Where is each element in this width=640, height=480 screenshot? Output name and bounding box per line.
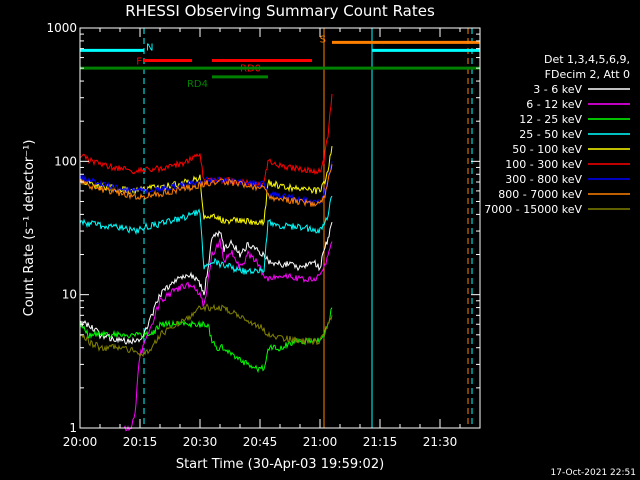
legend-label-7: 300 - 800 keV	[505, 173, 582, 186]
y-tick-label: 100	[54, 154, 77, 168]
y-axis-label: Count Rate (s⁻¹ detector⁻¹)	[22, 140, 37, 317]
flag-label: S	[320, 34, 326, 45]
x-tick-label: 20:00	[63, 435, 98, 449]
y-tick-label: 1000	[46, 21, 77, 35]
series-line-9	[79, 303, 333, 358]
flag-label: N	[146, 42, 153, 53]
flag-label: RD4	[187, 79, 208, 90]
legend-label-5: 50 - 100 keV	[512, 143, 582, 156]
series-line-6	[79, 93, 333, 188]
legend-label-4: 25 - 50 keV	[519, 128, 582, 141]
x-tick-label: 21:00	[303, 435, 338, 449]
legend-header-line-1: Det 1,3,4,5,6,9,	[544, 53, 630, 66]
x-tick-label: 21:30	[423, 435, 458, 449]
y-tick-label: 1	[69, 421, 77, 435]
legend-label-6: 100 - 300 keV	[505, 158, 582, 171]
plot-area: NFRD0SRD4	[79, 28, 480, 432]
x-axis-label: Start Time (30-Apr-03 19:59:02)	[176, 457, 384, 472]
legend-label-2: 6 - 12 keV	[526, 98, 582, 111]
y-tick-label: 10	[62, 288, 77, 302]
series-line-3	[79, 307, 333, 374]
footer-timestamp: 17-Oct-2021 22:51	[551, 468, 636, 478]
legend: Det 1,3,4,5,6,9, FDecim 2, Att 0 3 - 6 k…	[484, 53, 630, 216]
axes: 20:00 20:15 20:30 20:45 21:00 21:15 21:30 1 10 10…	[46, 21, 481, 449]
series-line-2	[123, 238, 333, 432]
x-tick-label: 20:30	[183, 435, 218, 449]
legend-label-3: 12 - 25 keV	[519, 113, 582, 126]
legend-label-9: 7000 - 15000 keV	[484, 203, 582, 216]
chart-title: RHESSI Observing Summary Count Rates	[125, 2, 435, 20]
legend-header-line-2: FDecim 2, Att 0	[545, 68, 630, 81]
x-tick-label: 21:15	[363, 435, 398, 449]
series-line-5	[79, 146, 333, 227]
series-line-8	[79, 164, 333, 208]
flag-label: F	[136, 57, 142, 68]
series-line-1	[79, 221, 333, 345]
legend-label-8: 800 - 7000 keV	[498, 188, 582, 201]
series-line-7	[79, 161, 333, 206]
legend-label-1: 3 - 6 keV	[533, 83, 582, 96]
x-tick-label: 20:15	[123, 435, 158, 449]
x-tick-label: 20:45	[243, 435, 278, 449]
series-line-4	[79, 195, 333, 275]
